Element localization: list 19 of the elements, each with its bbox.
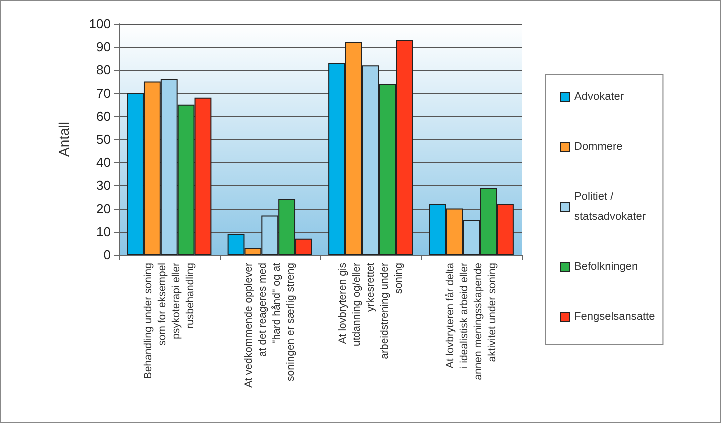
y-tick-label: 0 [104,248,111,262]
y-tick-label: 50 [96,132,111,147]
y-tick-label: 20 [96,201,111,216]
x-tick-label: At lovbryteren gis utdanning og/eller yrkesrettet arbeidstrening under soning [336,262,405,360]
legend-label: Politiet / statsadvokater [574,191,646,223]
y-tick-label: 100 [89,16,111,32]
y-tick-label: 30 [96,178,111,194]
legend-label: Dommere [574,141,623,153]
legend-label: Advokater [574,91,624,103]
y-tick-label: 70 [96,86,111,101]
legend-label: Befolkningen [574,261,638,273]
y-tick-label: 10 [96,224,111,240]
y-tick-label: 40 [96,155,111,170]
x-tick-label: Behandling under soning som for eksempel psykoterapi eller rusbehandling [142,262,196,380]
legend-label: Fengselsansatte [574,311,656,323]
y-tick-label: 60 [96,108,111,124]
y-tick-label: 90 [96,40,111,55]
y-axis-title: Antall [56,122,72,158]
y-tick-label: 80 [96,62,111,78]
